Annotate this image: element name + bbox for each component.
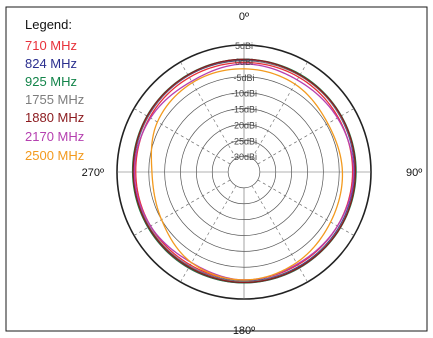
angle-label-90: 90º: [406, 167, 422, 179]
legend-entry-2170: 2170 MHz: [25, 129, 84, 144]
legend-entry-1880: 1880 MHz: [25, 110, 84, 125]
legend-entry-824: 824 MHz: [25, 56, 77, 71]
grid-spoke-330: [180, 61, 237, 159]
angle-label-0: 0º: [239, 11, 249, 23]
radial-tick-labels: 5dBi 0dBi -5dBi -10dBi -15dBi -20dBi -25dBi -30…: [231, 41, 257, 162]
series-group: [131, 58, 357, 284]
legend: Legend: 710 MHz 824 MHz 925 MHz 1755 MHz…: [25, 17, 84, 163]
grid-spoke-150: [251, 185, 308, 283]
legend-entry-2500: 2500 MHz: [25, 148, 84, 163]
legend-title: Legend:: [25, 17, 72, 32]
series-line-1880-mhz: [132, 58, 357, 284]
angle-label-180: 180º: [233, 325, 255, 337]
legend-entry-925: 925 MHz: [25, 74, 77, 89]
radial-tick-label-5: -20dBi: [231, 120, 257, 130]
series-line-2500-mhz: [150, 68, 344, 281]
legend-entry-1755: 1755 MHz: [25, 92, 84, 107]
radial-tick-label-2: -5dBi: [233, 73, 254, 83]
radial-tick-label-1: 0dBi: [235, 57, 253, 67]
angle-label-270: 270º: [82, 167, 104, 179]
grid-spoke-30: [251, 61, 308, 159]
angle-labels: 0º 90º 180º 270º: [82, 11, 423, 337]
legend-entry-710: 710 MHz: [25, 38, 77, 53]
radial-tick-label-6: -25dBi: [231, 136, 257, 146]
radial-tick-label-0: 5dBi: [235, 41, 253, 51]
radial-tick-label-3: -10dBi: [231, 89, 257, 99]
radial-tick-label-4: -15dBi: [231, 105, 257, 115]
radial-tick-label-7: -30dBi: [231, 152, 257, 162]
